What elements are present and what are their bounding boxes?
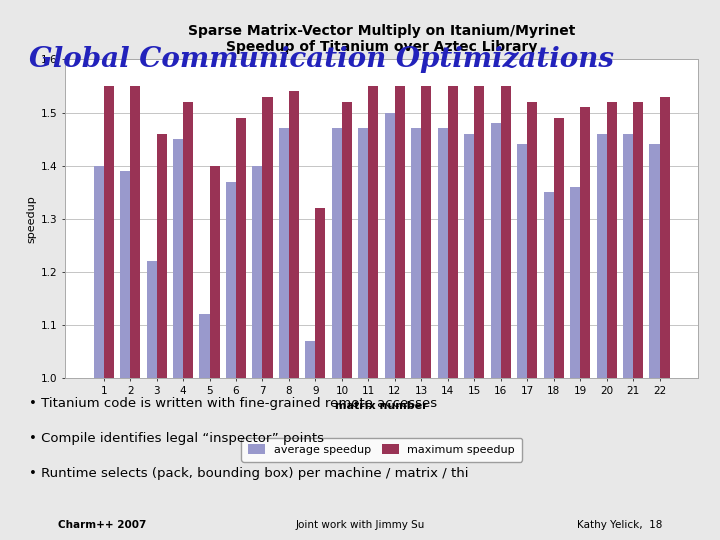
Bar xyxy=(570,187,580,378)
Bar xyxy=(623,134,633,378)
Bar xyxy=(147,261,157,378)
Bar xyxy=(464,134,474,378)
Bar xyxy=(183,102,193,378)
Legend: average speedup, maximum speedup: average speedup, maximum speedup xyxy=(241,437,522,462)
Bar xyxy=(490,123,500,378)
Bar xyxy=(104,86,114,378)
Bar xyxy=(289,91,299,378)
Text: • Titanium code is written with fine-grained remote accesses: • Titanium code is written with fine-gra… xyxy=(29,397,437,410)
Bar xyxy=(359,129,369,378)
Bar xyxy=(369,86,379,378)
Bar xyxy=(448,86,458,378)
Y-axis label: speedup: speedup xyxy=(27,195,37,242)
Bar xyxy=(94,166,104,378)
Bar xyxy=(342,102,352,378)
Bar xyxy=(421,86,431,378)
Text: Global Communication Optimizations: Global Communication Optimizations xyxy=(29,46,613,73)
Bar xyxy=(633,102,643,378)
Bar xyxy=(210,166,220,378)
Bar xyxy=(660,97,670,378)
Bar xyxy=(580,107,590,378)
Bar xyxy=(130,86,140,378)
Bar xyxy=(527,102,537,378)
Bar xyxy=(395,86,405,378)
Bar xyxy=(199,314,210,378)
Bar xyxy=(236,118,246,378)
Bar xyxy=(157,134,166,378)
Text: Joint work with Jimmy Su: Joint work with Jimmy Su xyxy=(295,521,425,530)
Bar xyxy=(279,129,289,378)
Bar xyxy=(332,129,342,378)
Bar xyxy=(500,86,510,378)
Bar xyxy=(315,208,325,378)
Bar xyxy=(597,134,606,378)
Bar xyxy=(606,102,616,378)
Bar xyxy=(263,97,273,378)
Bar xyxy=(253,166,263,378)
Text: Charm++ 2007: Charm++ 2007 xyxy=(58,521,146,530)
Bar xyxy=(474,86,485,378)
Text: • Runtime selects (pack, bounding box) per machine / matrix / thi: • Runtime selects (pack, bounding box) p… xyxy=(29,467,468,480)
Bar xyxy=(544,192,554,378)
Bar xyxy=(517,144,527,378)
X-axis label: matrix number: matrix number xyxy=(336,401,428,411)
Text: • Compile identifies legal “inspector” points: • Compile identifies legal “inspector” p… xyxy=(29,432,324,445)
Bar xyxy=(411,129,421,378)
Bar xyxy=(649,144,660,378)
Title: Sparse Matrix-Vector Multiply on Itanium/Myrinet
Speedup of Titanium over Aztec : Sparse Matrix-Vector Multiply on Itanium… xyxy=(188,24,575,54)
Bar xyxy=(438,129,448,378)
Bar xyxy=(173,139,183,378)
Bar xyxy=(226,181,236,378)
Bar xyxy=(554,118,564,378)
Bar xyxy=(384,112,395,378)
Bar xyxy=(120,171,130,378)
Text: Kathy Yelick,  18: Kathy Yelick, 18 xyxy=(577,521,662,530)
Bar xyxy=(305,341,315,378)
